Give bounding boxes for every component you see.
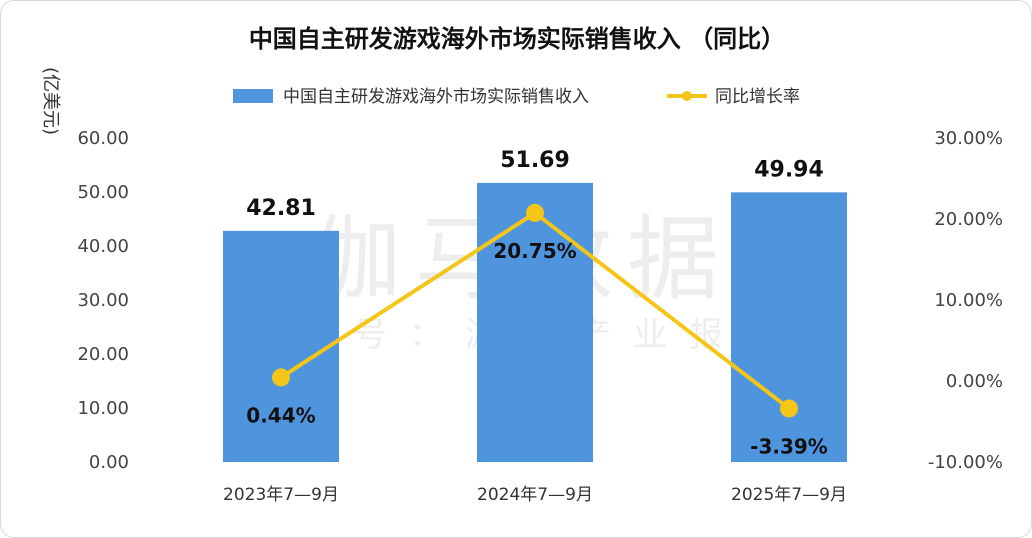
bar bbox=[223, 230, 339, 462]
y2-tick-label: -10.00% bbox=[928, 452, 1003, 473]
bar-labels: 42.81 51.69 49.94 bbox=[246, 148, 824, 221]
x-tick-label: 2024年7—9月 bbox=[477, 485, 593, 505]
legend-bar-swatch bbox=[233, 89, 273, 103]
y2-tick-label: 20.00% bbox=[934, 209, 1003, 230]
bar-value-label: 42.81 bbox=[246, 196, 316, 221]
y2-tick-label: 0.00% bbox=[946, 371, 1003, 392]
x-axis-ticks: 2023年7—9月 2024年7—9月 2025年7—9月 bbox=[223, 485, 847, 505]
growth-point bbox=[272, 368, 290, 387]
y-axis-unit: (亿美元) bbox=[40, 67, 61, 135]
x-tick-label: 2025年7—9月 bbox=[731, 485, 847, 505]
growth-point bbox=[526, 203, 544, 222]
y2-tick-label: 30.00% bbox=[934, 128, 1003, 149]
y-tick-label: 60.00 bbox=[77, 128, 129, 149]
x-tick-label: 2023年7—9月 bbox=[223, 485, 339, 505]
growth-value-label: 20.75% bbox=[493, 239, 576, 263]
y-tick-label: 0.00 bbox=[89, 452, 129, 473]
y2-tick-label: 10.00% bbox=[934, 290, 1003, 311]
bar-value-label: 49.94 bbox=[754, 157, 824, 182]
bar bbox=[477, 182, 593, 462]
y-tick-label: 10.00 bbox=[77, 398, 129, 419]
bar bbox=[731, 192, 847, 462]
y-tick-label: 30.00 bbox=[77, 290, 129, 311]
y-axis-unit-group: (亿美元) bbox=[40, 67, 61, 135]
y-tick-label: 50.00 bbox=[77, 182, 129, 203]
growth-value-label: 0.44% bbox=[246, 403, 315, 427]
legend-line-marker bbox=[682, 91, 692, 101]
line-series bbox=[272, 203, 798, 418]
legend-bar-label: 中国自主研发游戏海外市场实际销售收入 bbox=[283, 87, 589, 107]
growth-point bbox=[780, 399, 798, 418]
legend-line-label: 同比增长率 bbox=[715, 87, 800, 107]
y-tick-label: 20.00 bbox=[77, 344, 129, 365]
y-tick-label: 40.00 bbox=[77, 236, 129, 257]
y-axis-ticks: 0.00 10.00 20.00 30.00 40.00 50.00 60.00 bbox=[77, 128, 129, 473]
growth-value-label: -3.39% bbox=[750, 434, 828, 458]
line-labels: 0.44% 20.75% -3.39% bbox=[246, 239, 828, 459]
chart-title: 中国自主研发游戏海外市场实际销售收入 （同比） bbox=[249, 25, 785, 53]
y2-axis-ticks: -10.00% 0.00% 10.00% 20.00% 30.00% bbox=[928, 128, 1003, 473]
bar-value-label: 51.69 bbox=[500, 148, 570, 173]
